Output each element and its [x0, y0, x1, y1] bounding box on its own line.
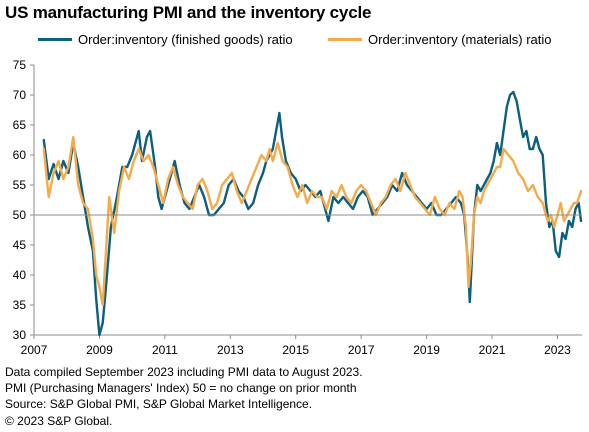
- x-tick-label: 2013: [217, 343, 244, 357]
- y-tick-label: 50: [13, 208, 27, 222]
- legend-label-finished-goods: Order:inventory (finished goods) ratio: [78, 32, 293, 47]
- footer-line: Source: S&P Global PMI, S&P Global Marke…: [5, 397, 313, 412]
- y-tick-label: 65: [13, 118, 27, 132]
- legend-item-materials: Order:inventory (materials) ratio: [328, 32, 552, 47]
- y-tick-label: 60: [13, 148, 27, 162]
- legend-swatch-finished-goods: [38, 38, 72, 41]
- footer-line: © 2023 S&P Global.: [5, 413, 113, 428]
- x-tick-label: 2017: [348, 343, 375, 357]
- x-tick-label: 2011: [152, 343, 178, 357]
- x-tick-label: 2015: [282, 343, 309, 357]
- y-tick-label: 70: [13, 88, 27, 102]
- x-tick-label: 2019: [413, 343, 440, 357]
- legend-swatch-materials: [328, 38, 362, 41]
- footer-line: PMI (Purchasing Managers' Index) 50 = no…: [5, 381, 357, 396]
- chart-title: US manufacturing PMI and the inventory c…: [5, 3, 372, 22]
- legend-label-materials: Order:inventory (materials) ratio: [368, 32, 552, 47]
- x-tick-label: 2009: [86, 343, 113, 357]
- x-tick-label: 2021: [479, 343, 506, 357]
- y-tick-label: 55: [13, 178, 27, 192]
- x-tick-label: 2023: [544, 343, 571, 357]
- y-tick-label: 35: [13, 298, 27, 312]
- legend-item-finished-goods: Order:inventory (finished goods) ratio: [38, 32, 293, 47]
- x-tick-label: 2007: [21, 343, 48, 357]
- series-line-materials: [42, 135, 583, 307]
- footer-line: Data compiled September 2023 including P…: [5, 365, 363, 379]
- y-tick-label: 30: [13, 328, 27, 342]
- legend: Order:inventory (finished goods) ratio O…: [0, 32, 589, 52]
- y-tick-label: 45: [13, 238, 27, 252]
- series-line-finished-goods: [42, 90, 583, 337]
- y-tick-label: 40: [13, 268, 27, 282]
- y-tick-label: 75: [13, 58, 27, 72]
- footer-notes: Data compiled September 2023 including P…: [5, 364, 363, 429]
